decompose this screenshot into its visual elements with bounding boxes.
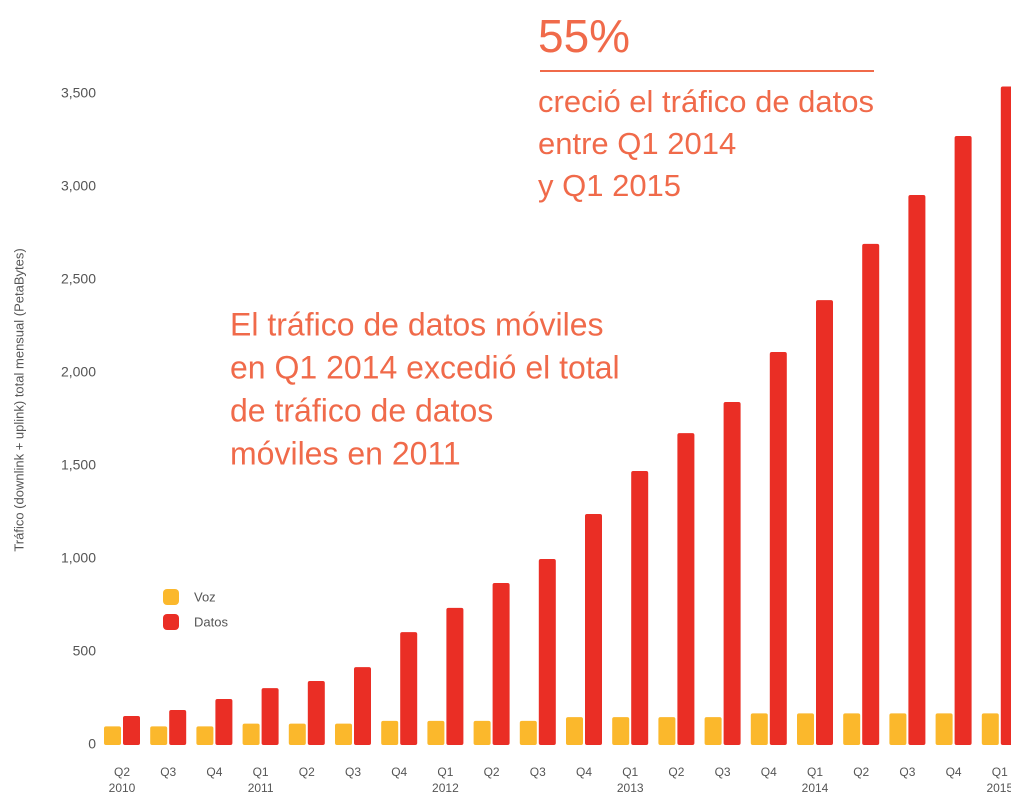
bar bbox=[196, 726, 214, 745]
annotation-text: móviles en 2011 bbox=[230, 435, 461, 471]
y-tick-label: 1,000 bbox=[61, 550, 96, 566]
bar bbox=[492, 582, 510, 745]
bar bbox=[954, 136, 972, 745]
bar bbox=[566, 717, 583, 745]
annotation-headline: 55% bbox=[538, 10, 630, 62]
y-tick-label: 2,500 bbox=[61, 271, 96, 287]
y-tick-label: 0 bbox=[88, 736, 96, 752]
bar bbox=[981, 713, 999, 745]
annotation-text: de tráfico de datos bbox=[230, 392, 493, 428]
x-tick-label: Q2 bbox=[484, 765, 500, 779]
x-tick-label: Q2 bbox=[299, 765, 315, 779]
annotation-text: entre Q1 2014 bbox=[538, 126, 736, 161]
y-tick-label: 1,500 bbox=[61, 457, 96, 473]
bar bbox=[612, 717, 630, 745]
legend-label: Datos bbox=[194, 614, 228, 629]
legend-label: Voz bbox=[194, 589, 216, 604]
x-tick-label: Q2 bbox=[668, 765, 684, 779]
bar bbox=[288, 723, 306, 745]
bar bbox=[631, 471, 649, 745]
bar bbox=[473, 720, 491, 745]
x-tick-label: Q4 bbox=[391, 765, 407, 779]
bar bbox=[843, 713, 861, 745]
x-tick-label: Q4 bbox=[206, 765, 222, 779]
legend-swatch bbox=[163, 614, 179, 630]
annotation-text: creció el tráfico de datos bbox=[538, 84, 874, 119]
x-tick-label: Q4 bbox=[761, 765, 777, 779]
bar bbox=[335, 723, 352, 745]
bar bbox=[585, 513, 602, 745]
bar bbox=[150, 726, 168, 745]
bar bbox=[769, 351, 787, 745]
bar bbox=[307, 681, 325, 745]
bar bbox=[169, 710, 187, 745]
x-tick-year: 2012 bbox=[432, 781, 459, 795]
bar bbox=[123, 715, 140, 745]
x-tick-label: Q3 bbox=[899, 765, 915, 779]
y-axis-label: Tráfico (downlink + uplink) total mensua… bbox=[11, 248, 26, 551]
x-tick-label: Q4 bbox=[946, 765, 962, 779]
x-tick-label: Q3 bbox=[530, 765, 546, 779]
x-tick-label: Q2 bbox=[853, 765, 869, 779]
bar bbox=[908, 194, 926, 746]
y-tick-label: 3,500 bbox=[61, 85, 96, 101]
bar bbox=[704, 717, 722, 745]
bar bbox=[750, 713, 768, 745]
bar bbox=[242, 723, 260, 745]
bar bbox=[104, 726, 121, 745]
bar bbox=[935, 713, 953, 745]
x-tick-label: Q1 bbox=[437, 765, 453, 779]
annotation-text: y Q1 2015 bbox=[538, 168, 681, 203]
x-tick-label: Q1 bbox=[807, 765, 823, 779]
x-tick-year: 2010 bbox=[109, 781, 136, 795]
bar bbox=[862, 243, 880, 745]
x-tick-label: Q3 bbox=[345, 765, 361, 779]
bar bbox=[261, 688, 279, 745]
x-tick-label: Q3 bbox=[715, 765, 731, 779]
x-tick-label: Q1 bbox=[253, 765, 269, 779]
annotation-text: en Q1 2014 excedió el total bbox=[230, 349, 620, 385]
bar bbox=[381, 720, 399, 745]
bar bbox=[816, 300, 833, 745]
y-tick-label: 3,000 bbox=[61, 178, 96, 194]
y-tick-label: 500 bbox=[73, 643, 97, 659]
x-tick-label: Q1 bbox=[622, 765, 638, 779]
annotation-text: El tráfico de datos móviles bbox=[230, 306, 604, 342]
bar bbox=[354, 667, 371, 745]
bar bbox=[538, 559, 556, 745]
x-tick-label: Q1 bbox=[992, 765, 1008, 779]
y-tick-label: 2,000 bbox=[61, 364, 96, 380]
x-tick-label: Q3 bbox=[160, 765, 176, 779]
x-tick-label: Q2 bbox=[114, 765, 130, 779]
bar bbox=[658, 717, 676, 745]
bar bbox=[519, 720, 537, 745]
bar bbox=[677, 433, 695, 745]
x-tick-year: 2011 bbox=[248, 781, 274, 795]
x-tick-label: Q4 bbox=[576, 765, 592, 779]
bar bbox=[215, 699, 233, 745]
x-tick-year: 2015 bbox=[986, 781, 1011, 795]
bar bbox=[446, 607, 464, 745]
legend-swatch bbox=[163, 589, 179, 605]
bar bbox=[427, 720, 445, 745]
bar bbox=[889, 713, 907, 745]
x-tick-year: 2013 bbox=[617, 781, 644, 795]
bar bbox=[1000, 86, 1011, 745]
bar bbox=[400, 632, 418, 745]
bar bbox=[723, 402, 741, 745]
bar bbox=[797, 713, 814, 745]
x-tick-year: 2014 bbox=[802, 781, 829, 795]
